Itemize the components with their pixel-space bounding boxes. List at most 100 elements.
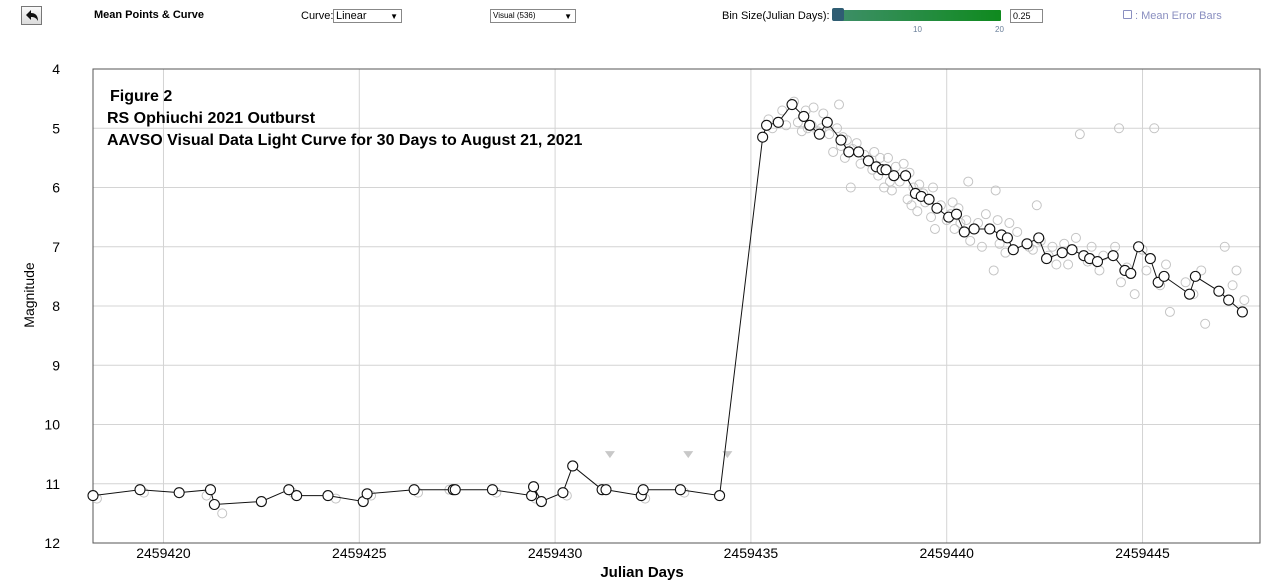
mean-point (1033, 232, 1045, 244)
mean-point (950, 208, 963, 220)
slider-tick-20: 20 (995, 25, 1004, 34)
bin-size-label: Bin Size(Julian Days): (722, 10, 830, 22)
observation-point (906, 200, 917, 211)
observation-point (818, 108, 829, 119)
toolbar: Mean Points & Curve Curve: Linear ▼ Visu… (0, 0, 1280, 34)
mean-point (1144, 253, 1156, 265)
observation-point (912, 206, 923, 217)
mean-point (535, 495, 547, 508)
observation-point (796, 126, 807, 137)
observation-point (832, 123, 843, 134)
observation-point (1047, 241, 1058, 252)
y-tick-label: 8 (52, 298, 60, 314)
y-tick-label: 9 (52, 357, 60, 373)
mode-title: Mean Points & Curve (94, 9, 205, 21)
observation-point (1031, 200, 1042, 211)
mean-point (1001, 232, 1013, 244)
mean-point (1125, 267, 1137, 279)
mean-point (761, 119, 773, 131)
mean-point (862, 155, 874, 167)
mean-curve (92, 103, 1243, 506)
mean-point (134, 484, 146, 496)
observation-point (217, 508, 228, 519)
observation-point (1027, 244, 1038, 255)
mean-point (204, 484, 217, 496)
y-tick-label: 10 (44, 417, 60, 433)
mean-point (637, 484, 649, 496)
mean-point (1183, 288, 1196, 300)
observation-point (1180, 277, 1191, 288)
observation-point (808, 102, 819, 113)
mean-error-bars-toggle[interactable]: : Mean Error Bars (1123, 10, 1222, 22)
observation-point (949, 223, 960, 234)
observation-point (1141, 265, 1152, 276)
mean-point (322, 490, 334, 502)
chart-title-object: RS Ophiuchi 2021 Outburst (107, 110, 316, 127)
mean-point (600, 484, 612, 496)
y-tick-label: 4 (52, 61, 60, 77)
fainter-than-marker (604, 451, 615, 459)
x-tick-label: 2459445 (1115, 545, 1170, 561)
observation-points (91, 96, 1250, 519)
observation-point (955, 218, 966, 229)
observation-point (1012, 226, 1023, 237)
observation-point (992, 215, 1003, 226)
mean-point (923, 193, 935, 205)
mean-point (880, 164, 892, 176)
curve-label: Curve: (301, 10, 334, 22)
observation-point (1227, 280, 1238, 291)
mean-point (526, 490, 538, 502)
y-tick-label: 7 (52, 239, 60, 255)
mean-point (853, 146, 865, 158)
mean-point (173, 487, 185, 499)
mean-point (291, 490, 303, 502)
tick-labels: 2459420 2459425 2459430 2459435 2459440 24594… (44, 61, 1170, 561)
bin-size-input[interactable]: 0.25 (1010, 9, 1043, 23)
observation-point (834, 99, 845, 110)
chart-title-description: AAVSO Visual Data Light Curve for 30 Day… (107, 132, 583, 149)
curve-select-value: Linear (336, 10, 367, 22)
slider-tick-10: 10 (913, 25, 922, 34)
observation-point (875, 152, 886, 163)
observation-point (990, 185, 1001, 196)
mean-point (1158, 270, 1170, 282)
mean-point (557, 487, 569, 499)
x-tick-label: 2459430 (528, 545, 583, 561)
observation-point (845, 182, 856, 193)
data-type-select[interactable]: Visual (536) ▼ (490, 9, 576, 23)
bin-size-slider[interactable] (833, 10, 1001, 21)
y-tick-label: 11 (45, 476, 60, 492)
observation-point (1196, 265, 1207, 276)
observation-point (828, 146, 839, 157)
observation-point (1070, 232, 1081, 243)
observation-point (777, 105, 788, 116)
chart-title-figure: Figure 2 (110, 88, 173, 105)
observation-point (824, 129, 835, 140)
x-tick-label: 2459440 (919, 545, 974, 561)
mean-point (757, 131, 769, 143)
observation-point (1074, 129, 1085, 140)
mean-point (714, 490, 726, 502)
observation-point (961, 215, 972, 226)
chevron-down-icon: ▼ (564, 12, 572, 21)
observation-point (1164, 306, 1175, 317)
x-tick-label: 2459435 (724, 545, 779, 561)
x-axis-label: Julian Days (600, 564, 683, 581)
mean-point (1236, 306, 1248, 318)
mean-point (567, 460, 579, 472)
observation-point (929, 223, 940, 234)
mean-point (813, 128, 825, 140)
observation-point (1129, 289, 1140, 300)
back-button[interactable] (21, 6, 42, 25)
observation-point (1114, 123, 1125, 134)
y-tick-label: 6 (52, 180, 60, 196)
observation-point (926, 212, 937, 223)
curve-select[interactable]: Linear ▼ (333, 9, 402, 23)
observation-point (894, 176, 905, 187)
observation-point (1063, 259, 1074, 270)
observation-point (988, 265, 999, 276)
plot-frame (92, 68, 1261, 544)
observation-point (792, 117, 803, 128)
bin-size-slider-thumb[interactable] (832, 8, 844, 21)
